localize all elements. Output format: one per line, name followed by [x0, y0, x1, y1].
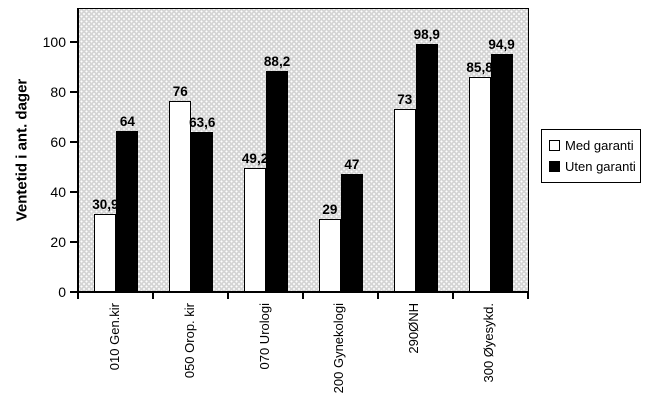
- bar-uten-garanti: 63,6: [189, 116, 215, 291]
- bar-med-garanti: 30,9: [92, 198, 119, 291]
- y-tick: [70, 141, 78, 143]
- bar-value-label: 94,9: [488, 36, 515, 52]
- y-tick-label: 100: [42, 34, 66, 50]
- plot-area: 30,9 64 76 63,6 49,2 88,2 29 47 73 98,9 85,8 94,9: [77, 8, 529, 293]
- bar-med-garanti: 49,2: [242, 152, 268, 291]
- bar-group: 30,9 64: [79, 9, 154, 291]
- y-tick-label: 40: [50, 184, 66, 200]
- bar-value-label: 49,2: [241, 151, 269, 166]
- bar-uten-garanti: 47: [340, 157, 363, 291]
- category-label: 070 Urologi: [256, 303, 272, 370]
- bar-med-garanti: 76: [169, 85, 192, 291]
- bar-value-label: 88,2: [263, 53, 291, 69]
- bar-group: 29 47: [304, 9, 379, 291]
- bar-uten-garanti: 64: [116, 115, 139, 291]
- y-tick-label: 60: [50, 134, 66, 150]
- bar-value-label: 30,9: [92, 196, 119, 212]
- x-tick: [527, 291, 529, 299]
- bar-med-garanti: 29: [318, 202, 341, 291]
- bar-group: 49,2 88,2: [229, 9, 304, 291]
- legend-label-med-garanti: Med garanti: [565, 137, 634, 153]
- legend-item-uten-garanti: Uten garanti: [549, 158, 640, 174]
- y-tick-label: 20: [50, 234, 66, 250]
- category-label: 200 Gynekologi: [331, 303, 347, 394]
- bar-value-label: 85,8: [466, 59, 493, 75]
- bar-value-label: 63,6: [189, 115, 216, 130]
- category-label: 300 Øyesykd.: [481, 303, 497, 383]
- x-tick: [377, 291, 379, 299]
- y-tick-label: 0: [58, 284, 66, 300]
- bar-value-label: 47: [344, 156, 360, 172]
- bar-uten-garanti: 94,9: [488, 38, 515, 291]
- legend-label-uten-garanti: Uten garanti: [565, 158, 636, 174]
- category-label: 050 Orop. kir: [181, 303, 197, 379]
- x-tick: [77, 291, 79, 299]
- bar-uten-garanti: 88,2: [264, 54, 290, 291]
- bar-value-label: 73: [397, 91, 413, 107]
- bar-group: 76 63,6: [154, 9, 229, 291]
- bar-group: 85,8 94,9: [453, 9, 528, 291]
- y-tick: [70, 91, 78, 93]
- y-tick-label: 80: [50, 84, 66, 100]
- bar-value-label: 98,9: [413, 26, 440, 42]
- legend-swatch-white-square: [549, 140, 560, 151]
- legend-item-med-garanti: Med garanti: [549, 137, 640, 153]
- bar-value-label: 64: [119, 114, 135, 129]
- bar-value-label: 29: [322, 201, 338, 217]
- x-tick: [227, 291, 229, 299]
- x-tick: [302, 291, 304, 299]
- bar-uten-garanti: 98,9: [414, 28, 440, 291]
- y-tick: [70, 41, 78, 43]
- bar-med-garanti: 73: [393, 92, 416, 291]
- category-label: 010 Gen.kir: [106, 303, 122, 371]
- x-tick: [452, 291, 454, 299]
- x-tick: [152, 291, 154, 299]
- legend: Med garanti Uten garanti: [541, 129, 641, 183]
- bar-group: 73 98,9: [378, 9, 453, 291]
- y-tick: [70, 191, 78, 193]
- bar-value-label: 76: [172, 84, 188, 99]
- y-tick: [70, 241, 78, 243]
- bar-med-garanti: 85,8: [466, 60, 493, 291]
- legend-swatch-black-square: [549, 161, 560, 172]
- y-tick: [70, 291, 78, 293]
- category-label: 290ØNH: [406, 303, 422, 354]
